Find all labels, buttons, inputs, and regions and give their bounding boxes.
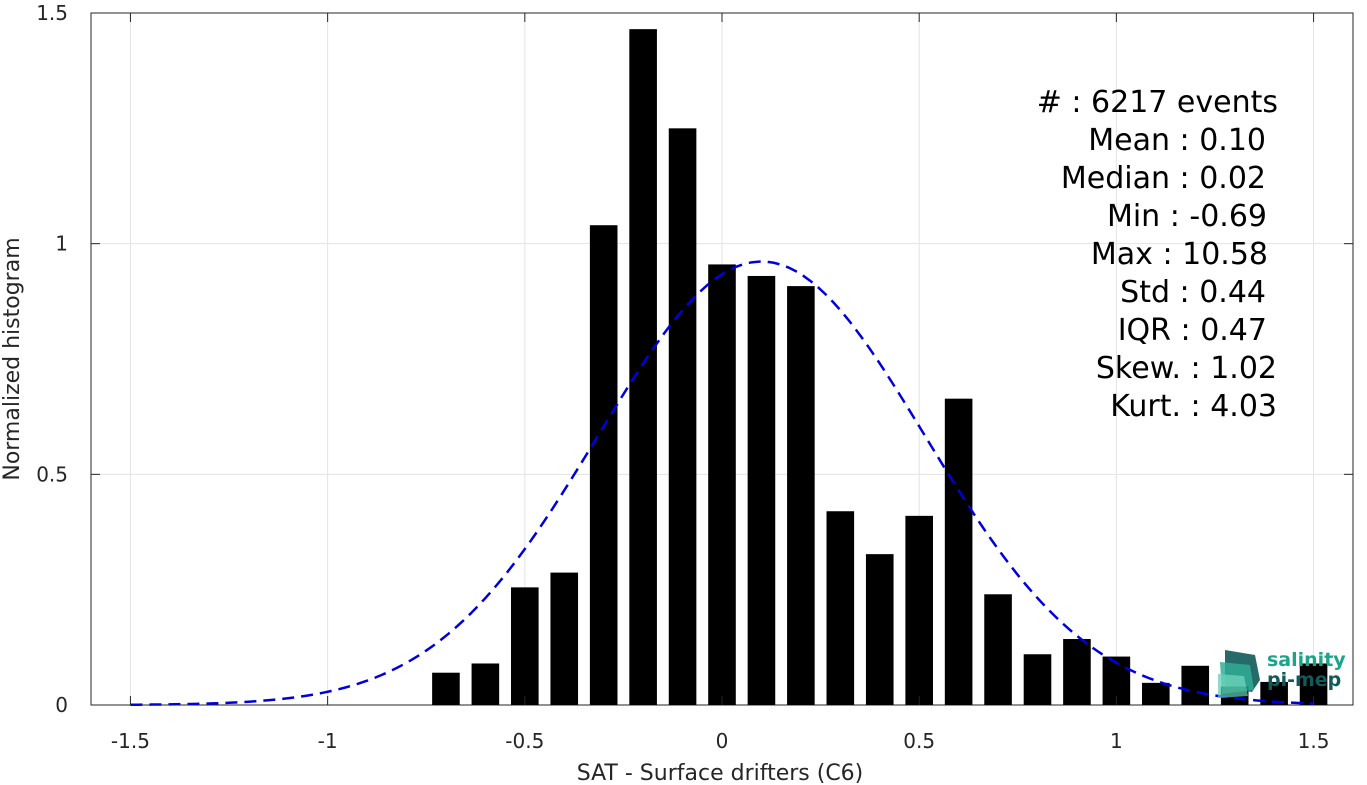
histogram-bar xyxy=(1260,681,1288,705)
stat-min: Min : -0.69 xyxy=(1107,199,1267,234)
x-tick-labels: -1.5 -1 -0.5 0 0.5 1 1.5 xyxy=(111,729,1330,753)
x-tick-label: -1 xyxy=(318,729,338,753)
histogram-bar xyxy=(1063,639,1091,705)
stat-std: Std : 0.44 xyxy=(1120,275,1266,310)
histogram-bar xyxy=(1181,665,1210,705)
y-axis-title: Normalized histogram xyxy=(0,237,25,480)
histogram-bar xyxy=(1023,654,1052,705)
x-tick-label: -1.5 xyxy=(111,729,150,753)
histogram-bar xyxy=(629,29,657,705)
y-tick-label: 1.5 xyxy=(36,1,68,25)
y-tick-label: 0.5 xyxy=(36,462,68,486)
histogram-bar xyxy=(787,286,815,705)
histogram-bar xyxy=(905,515,933,705)
stat-kurt: Kurt. : 4.03 xyxy=(1110,389,1277,424)
histogram-bar xyxy=(471,663,500,705)
salinity-pimep-logo: salinity pi-mep xyxy=(1218,649,1346,698)
histogram-bar xyxy=(1142,682,1170,705)
histogram-bar xyxy=(708,264,736,705)
stat-median: Median : 0.02 xyxy=(1061,161,1266,196)
stat-mean: Mean : 0.10 xyxy=(1088,123,1266,158)
stat-max: Max : 10.58 xyxy=(1091,237,1268,272)
x-tick-label: 0.5 xyxy=(903,729,935,753)
histogram-bars xyxy=(432,29,1328,706)
histogram-bar xyxy=(747,275,776,705)
x-axis-title: SAT - Surface drifters (C6) xyxy=(577,761,864,785)
histogram-bar xyxy=(589,225,618,706)
wave-logo-icon xyxy=(1218,650,1260,698)
statistics-annotation: # : 6217 events Mean : 0.10 Median : 0.0… xyxy=(1037,85,1278,424)
histogram-bar xyxy=(668,128,697,706)
y-tick-label: 0 xyxy=(55,693,68,717)
stat-skew: Skew. : 1.02 xyxy=(1096,351,1277,386)
histogram-bar xyxy=(826,511,855,705)
stat-count: # : 6217 events xyxy=(1037,85,1278,120)
logo-text-salinity: salinity xyxy=(1267,649,1346,671)
x-tick-label: 1.5 xyxy=(1298,729,1330,753)
x-tick-label: -0.5 xyxy=(505,729,544,753)
axis-ticks xyxy=(91,12,1353,706)
gaussian-fit-curve xyxy=(130,260,1314,706)
histogram-bar xyxy=(550,572,579,705)
histogram-bar xyxy=(944,398,973,705)
x-tick-label: 0 xyxy=(716,729,729,753)
histogram-bar xyxy=(984,594,1012,705)
histogram-bar xyxy=(511,587,539,705)
x-tick-label: 1 xyxy=(1110,729,1123,753)
y-tick-label: 1 xyxy=(55,232,68,256)
stat-iqr: IQR : 0.47 xyxy=(1118,313,1267,348)
histogram-bar xyxy=(865,554,894,705)
y-tick-labels: 0 0.5 1 1.5 xyxy=(36,1,68,717)
logo-text-pimep: pi-mep xyxy=(1267,669,1341,691)
histogram-bar xyxy=(432,672,460,705)
